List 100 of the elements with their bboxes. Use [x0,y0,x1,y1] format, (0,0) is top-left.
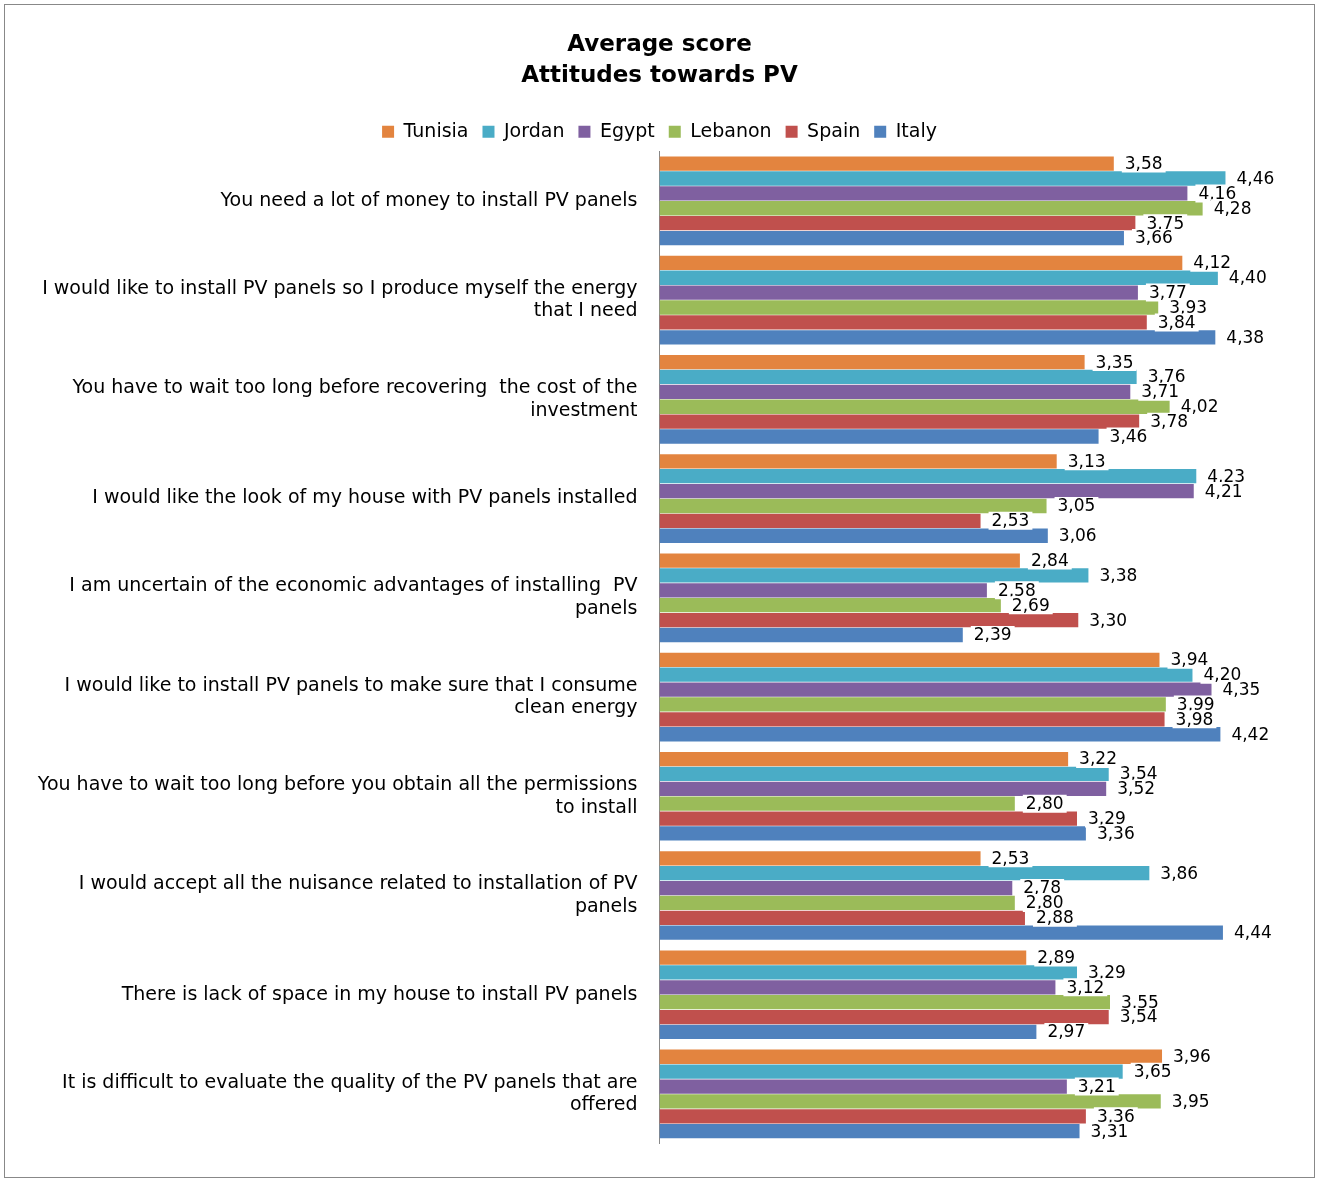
data-label: 3,13 [1067,450,1106,471]
legend-label: Tunisia [402,118,469,141]
bar [659,1094,1161,1109]
bar [659,216,1136,231]
chart-title: Average score [567,29,752,56]
legend-label: Egypt [599,118,655,141]
bar [659,469,1197,484]
data-label: 4,42 [1231,723,1270,744]
bar [659,627,963,643]
data-label: 4,46 [1236,167,1275,188]
data-label: 3,30 [1089,609,1128,630]
bar [659,414,1140,429]
bar [659,399,1170,414]
bar [659,583,987,598]
bar [659,910,1025,925]
data-label: 3,05 [1057,495,1096,516]
bar [659,880,1013,896]
legend-label: Spain [807,118,861,141]
data-label: 4,38 [1226,326,1265,347]
bar [659,156,1114,171]
y-tick-label: I would like to install PV panels to make sure that I consume clean energy [64,672,638,718]
bar [659,811,1077,826]
bar [659,429,1099,444]
data-label: 2,97 [1047,1021,1086,1042]
bar [659,612,1079,628]
data-label: 3,94 [1170,649,1209,670]
bar [659,925,1223,940]
data-label: 3,22 [1079,748,1117,769]
bar [659,384,1131,399]
bar [659,369,1137,385]
bar [659,667,1193,682]
legend-label: Jordan [502,118,565,141]
bar [659,454,1057,469]
chart-subtitle: Attitudes towards PV [521,61,798,88]
data-label: 4,44 [1233,922,1272,943]
bar [659,598,1001,613]
y-tick-label: I would accept all the nuisance related to installation of PV panels [78,871,638,916]
bar [659,712,1165,727]
bar [659,498,1047,514]
bar [659,201,1203,216]
data-label: 2,39 [973,624,1012,645]
bar [659,851,981,866]
bar [659,568,1089,583]
bar [659,796,1015,811]
bar [659,255,1183,270]
bar [659,652,1160,667]
data-label: 3,95 [1171,1090,1210,1111]
data-label: 2,53 [991,847,1030,868]
y-tick-label: I am uncertain of the economic advantages of installing PV panels [69,573,638,619]
y-tick-label: You have to wait too long before recovering the cost of the investment [71,374,638,420]
bar [659,483,1194,499]
data-label: 4,12 [1193,252,1232,273]
bar [659,1079,1067,1094]
y-tick-label: You have to wait too long before you obtain all the permissions to install [36,771,638,817]
bar [659,553,1020,568]
data-label: 3,46 [1109,425,1148,446]
bar [659,330,1216,345]
data-label: 2,53 [991,510,1030,531]
bar [659,682,1212,697]
bar [659,230,1124,246]
bar [659,1124,1080,1139]
bar [659,826,1086,841]
bar [659,1064,1123,1079]
bar [659,285,1138,300]
bar [659,1049,1163,1064]
bar [659,697,1166,712]
data-label: 3,96 [1173,1046,1211,1067]
bar [659,950,1027,965]
data-label: 2,84 [1030,549,1069,570]
bar [659,171,1226,186]
data-label: 3,35 [1095,351,1134,372]
data-label: 3,65 [1133,1061,1172,1082]
bar [659,528,1048,543]
bar [659,513,981,529]
bar [659,895,1015,911]
y-tick-label: I would like the look of my house with PV panels installed [92,485,638,508]
bar [659,186,1188,201]
bar [659,781,1107,796]
bar [659,980,1056,995]
bar [659,965,1077,980]
bar [659,1109,1086,1124]
y-tick-label: It is difficult to evaluate the quality of the PV panels that are offered [62,1069,638,1115]
data-label: 3,38 [1099,564,1138,585]
bar [659,354,1085,370]
y-tick-label: You need a lot of money to install PV panels [219,187,638,210]
bar [659,766,1109,782]
bar [659,751,1069,767]
bar [659,866,1150,881]
data-label: 3,86 [1160,862,1199,883]
data-label: 3,21 [1077,1075,1116,1096]
bar [659,1024,1037,1040]
bar [659,315,1147,330]
data-label: 3,58 [1124,153,1163,174]
bar [659,995,1110,1010]
data-label: 2,80 [1025,793,1064,814]
bar [659,727,1221,742]
legend-label: Lebanon [690,118,772,141]
bar [659,300,1159,315]
data-label: 2,89 [1037,946,1076,967]
legend-label: Italy [895,118,937,141]
